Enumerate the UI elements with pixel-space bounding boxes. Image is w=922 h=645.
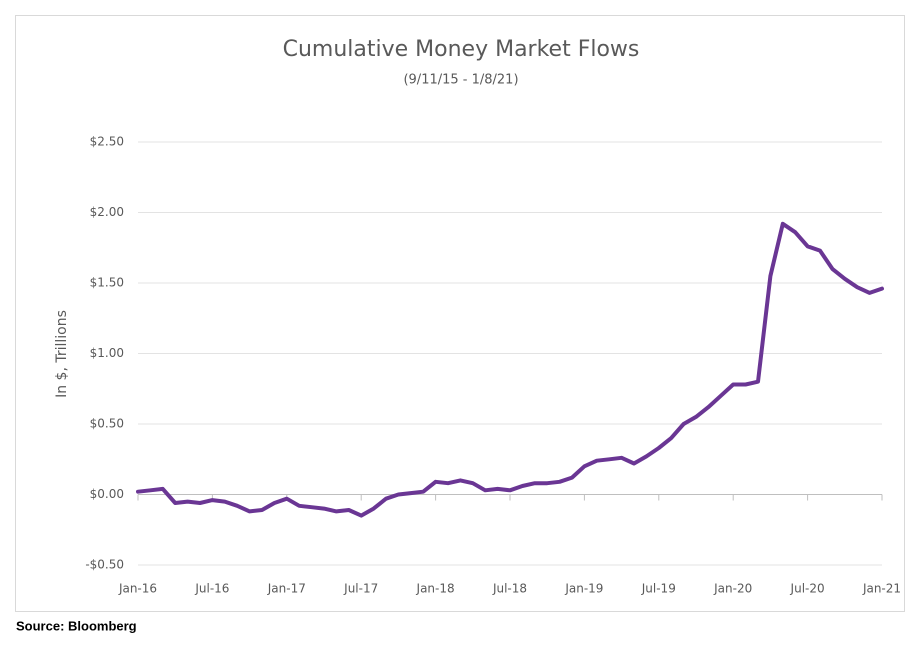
- y-tick-label: $1.00: [90, 346, 124, 360]
- chart-title: Cumulative Money Market Flows: [283, 37, 640, 62]
- x-tick-label: Jan-20: [713, 582, 752, 596]
- y-tick-label: $1.50: [90, 276, 124, 290]
- x-tick-label: Jul-18: [492, 582, 527, 596]
- y-tick-label: $0.00: [90, 487, 124, 501]
- y-tick-label: $2.50: [90, 135, 124, 149]
- y-tick-label: -$0.50: [85, 558, 124, 572]
- x-tick-label: Jul-16: [194, 582, 229, 596]
- y-tick-label: $2.00: [90, 205, 124, 219]
- x-tick-label: Jan-18: [416, 582, 455, 596]
- chart-subtitle: (9/11/15 - 1/8/21): [403, 73, 518, 88]
- chart-border: [15, 15, 905, 612]
- x-tick-label: Jan-16: [118, 582, 157, 596]
- x-tick-label: Jul-20: [790, 582, 825, 596]
- x-tick-label: Jan-21: [862, 582, 901, 596]
- x-tick-label: Jan-17: [267, 582, 306, 596]
- y-axis-label: In $, Trillions: [54, 310, 70, 398]
- y-tick-label: $0.50: [90, 417, 124, 431]
- source-note: Source: Bloomberg: [16, 618, 137, 633]
- data-line: [136, 221, 884, 518]
- x-tick-label: Jan-19: [564, 582, 603, 596]
- x-tick-label: Jul-19: [641, 582, 676, 596]
- x-tick-label: Jul-17: [343, 582, 378, 596]
